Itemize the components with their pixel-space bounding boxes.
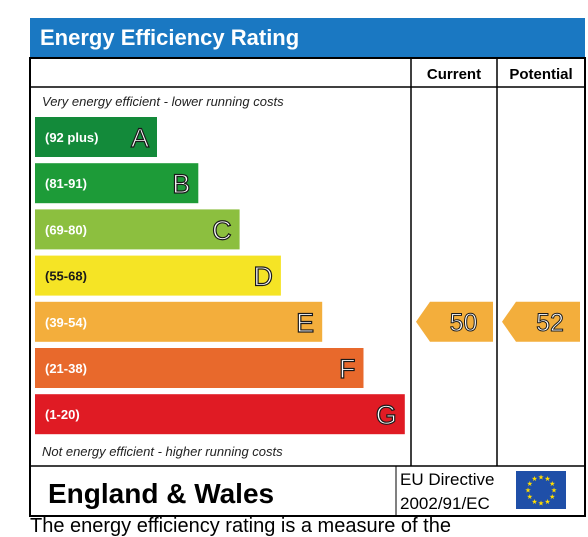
band-c — [35, 209, 240, 250]
footer-text: The energy efficiency rating is a measur… — [30, 515, 451, 537]
band-range-f: (21-38) — [45, 361, 87, 376]
band-g — [35, 394, 405, 435]
band-range-c: (69-80) — [45, 222, 87, 237]
eu-star-icon: ★ — [538, 474, 544, 482]
current-indicator — [416, 301, 493, 342]
eu-star-icon: ★ — [527, 480, 533, 488]
eu-star-icon: ★ — [549, 480, 555, 488]
eu-star-icon: ★ — [531, 475, 537, 483]
band-letter-e: E — [296, 308, 314, 338]
eu-flag-icon: ★★★★★★★★★ ★ ★★ — [516, 471, 566, 509]
chart-title: Energy Efficiency Rating — [40, 25, 299, 50]
band-e — [35, 301, 323, 342]
band-b — [35, 163, 199, 204]
band-letter-b: B — [172, 169, 190, 199]
current-score: 50 — [450, 309, 478, 337]
chart-frame — [29, 57, 586, 517]
eu-star-icon: ★ — [544, 498, 550, 506]
band-letter-d: D — [253, 262, 273, 292]
band-a — [35, 117, 157, 157]
region-label: England & Wales — [48, 478, 274, 509]
band-letter-a: A — [131, 123, 149, 153]
potential-score: 52 — [536, 309, 564, 337]
eu-star-icon: ★ — [551, 487, 557, 495]
eu-star-icon: ★ — [549, 493, 555, 501]
column-header-current: Current — [427, 66, 481, 83]
band-letter-f: F — [339, 354, 356, 384]
band-d — [35, 255, 281, 296]
directive-line-2: 2002/91/EC — [400, 494, 490, 513]
title-bar — [30, 18, 585, 58]
band-range-g: (1-20) — [45, 407, 80, 422]
band-range-a: (92 plus) — [45, 130, 98, 145]
eu-star-icon: ★ — [544, 475, 550, 483]
band-range-b: (81-91) — [45, 176, 87, 191]
rating-bands: (92 plus) A (81-91) B (69-80) C (55-68) D (39-54… — [35, 117, 405, 435]
directive-line-1: EU Directive — [400, 470, 494, 489]
bottom-note: Not energy efficient - higher running co… — [42, 444, 283, 459]
band-f — [35, 348, 364, 388]
rating-indicators: 50 52 — [416, 301, 580, 342]
column-header-potential: Potential — [509, 66, 572, 83]
eu-star-icon: ★ — [531, 498, 537, 506]
potential-indicator — [502, 301, 580, 342]
band-range-d: (55-68) — [45, 269, 87, 284]
eu-star-icon: ★ — [538, 500, 544, 508]
band-range-e: (39-54) — [45, 315, 87, 330]
top-note: Very energy efficient - lower running co… — [42, 94, 284, 109]
band-letter-c: C — [212, 215, 232, 245]
band-letter-g: G — [376, 400, 397, 430]
eu-star-icon: ★ — [525, 487, 531, 495]
eu-star-icon: ★ — [527, 493, 533, 501]
